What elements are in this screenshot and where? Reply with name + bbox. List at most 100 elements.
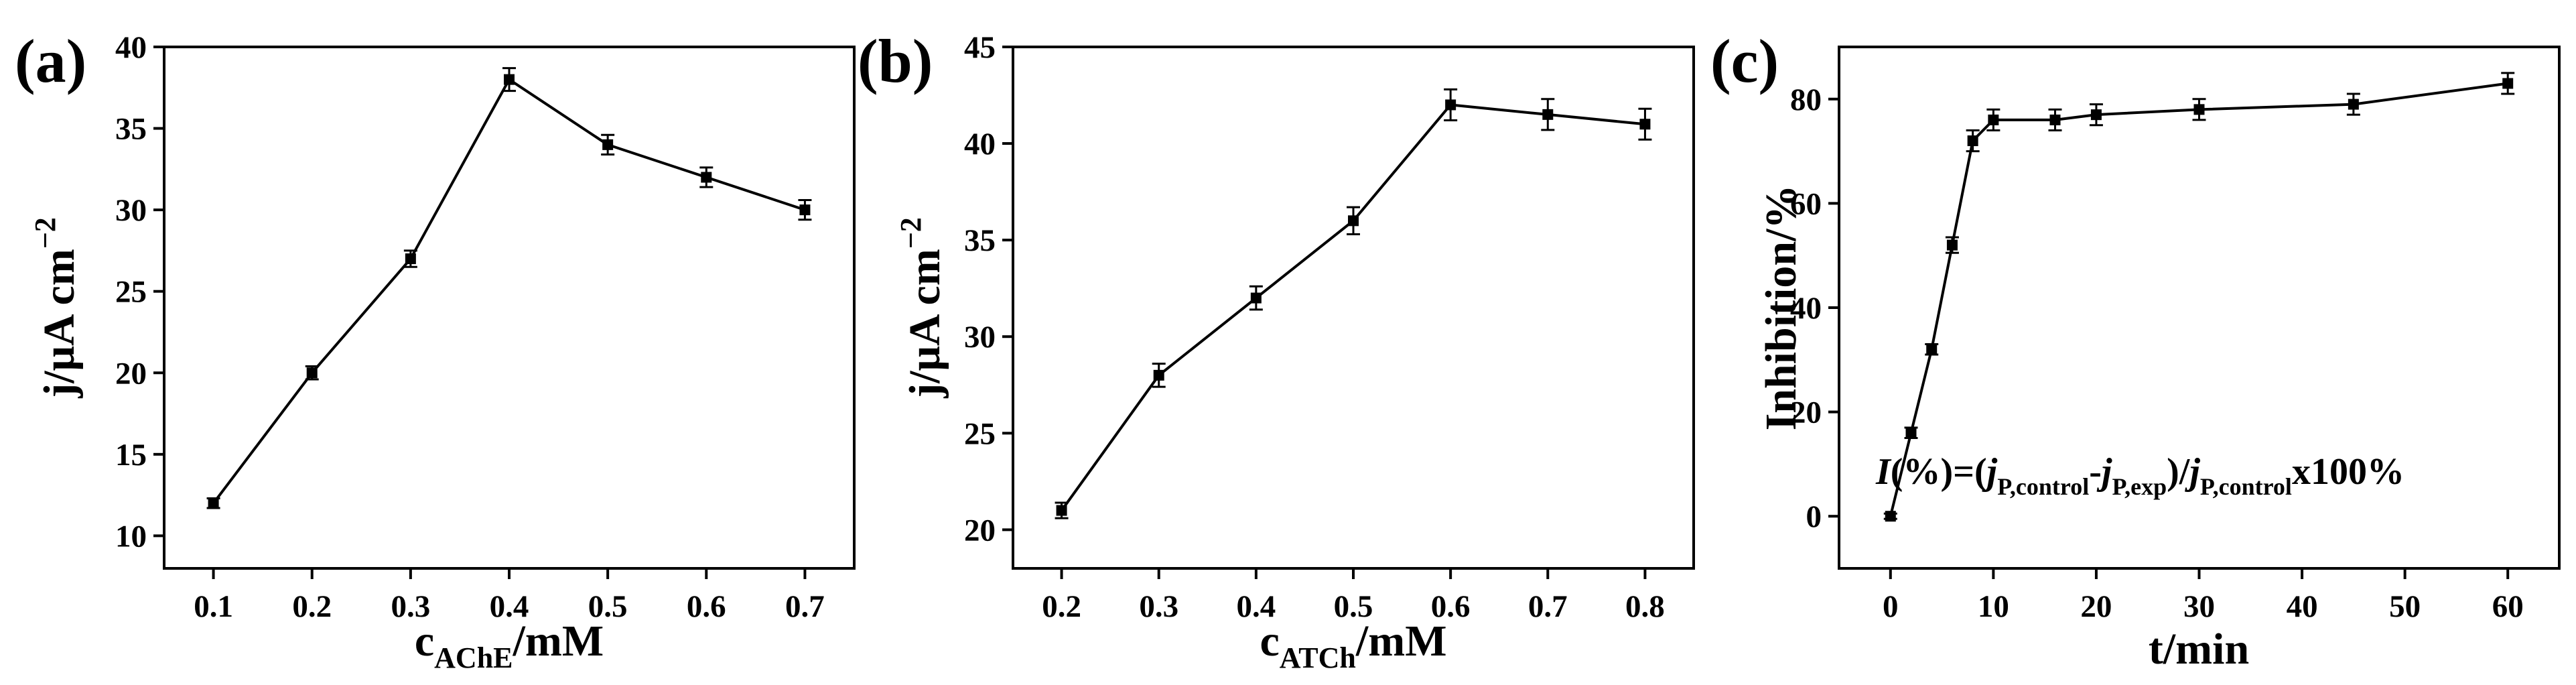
data-point: [2193, 104, 2205, 115]
x-tick-label: 0.7: [1528, 589, 1568, 624]
x-tick-label: 0: [1883, 589, 1899, 624]
y-tick-label: 35: [115, 112, 147, 147]
x-tick-label: 10: [1978, 589, 2009, 624]
x-tick-label: 30: [2183, 589, 2215, 624]
x-tick-label: 0.4: [490, 589, 529, 624]
data-point: [405, 253, 416, 265]
data-point: [2049, 114, 2061, 125]
data-point: [1639, 119, 1651, 130]
y-axis-label-superscript: −2: [894, 217, 927, 249]
y-tick-label: 35: [964, 223, 996, 258]
x-tick-label: 0.6: [687, 589, 726, 624]
y-tick-label: 20: [1790, 395, 1822, 430]
y-axis-label-text: j/μA cm: [900, 249, 949, 399]
data-point: [1056, 505, 1067, 516]
data-point: [1542, 109, 1554, 120]
data-point: [1967, 135, 1978, 147]
data-point: [1926, 344, 1938, 355]
data-point: [1946, 239, 1958, 251]
y-axis-label: j/μA cm−2: [29, 217, 84, 399]
formula-part: )/: [2167, 451, 2191, 493]
formula-part: (%)=(: [1891, 451, 1987, 493]
series-line: [1060, 103, 1645, 511]
formula-part: P,control: [2200, 473, 2292, 500]
y-axis-label: j/μA cm−2: [894, 217, 949, 399]
y-tick-label: 20: [115, 356, 147, 391]
x-axis-label-subscript: ATCh: [1280, 641, 1356, 674]
x-axis-label-text: t/min: [2149, 625, 2249, 674]
formula-part: I: [1875, 451, 1892, 493]
y-tick-label: 80: [1790, 82, 1822, 117]
y-tick-label: 30: [115, 193, 147, 228]
data-point: [306, 367, 318, 379]
y-tick-label: 45: [964, 30, 996, 65]
data-point: [1348, 215, 1359, 227]
panel-label: (b): [858, 27, 933, 95]
x-axis-label: cATCh/mM: [1260, 617, 1446, 674]
plot-frame: [163, 46, 856, 570]
panel-label: (c): [1710, 27, 1779, 95]
y-tick-label: 25: [115, 275, 147, 310]
y-axis-label: Inhibition/%: [1757, 185, 1806, 431]
y-tick-label: 30: [964, 320, 996, 355]
x-tick-label: 50: [2389, 589, 2421, 624]
x-axis-label: t/min: [2149, 625, 2249, 674]
x-tick-label: 0.4: [1236, 589, 1276, 624]
y-axis-label-text: Inhibition/%: [1757, 185, 1806, 431]
data-point: [799, 204, 811, 216]
data-point: [1885, 511, 1896, 522]
data-point: [602, 139, 614, 150]
chart-panel-3: 0 10 20 30 40 50 60 0 20 40 60 80 (c) Inhibition/% t/m…: [1710, 27, 2561, 674]
x-tick-label: 0.7: [785, 589, 825, 624]
data-point: [701, 172, 712, 183]
data-point: [1905, 427, 1917, 438]
data-point: [2502, 78, 2514, 89]
plot-frame: [1012, 46, 1695, 570]
data-point: [2348, 99, 2359, 110]
x-tick-label: 60: [2492, 589, 2524, 624]
formula-part: P,exp: [2112, 473, 2167, 500]
x-tick-label: 0.2: [292, 589, 332, 624]
x-axis-label: cAChE/mM: [415, 617, 604, 674]
x-tick-label: 0.5: [588, 589, 628, 624]
x-axis-label-main: c: [415, 617, 434, 666]
y-tick-label: 40: [1790, 291, 1822, 326]
y-tick-label: 15: [115, 438, 147, 473]
data-point: [504, 74, 515, 85]
series-line: [212, 78, 806, 505]
x-tick-label: 20: [2080, 589, 2112, 624]
x-tick-label: 0.5: [1334, 589, 1373, 624]
y-axis-label-superscript: −2: [29, 217, 62, 249]
data-point: [1988, 114, 1999, 125]
x-tick-label: 0.3: [1139, 589, 1178, 624]
y-tick-label: 0: [1806, 499, 1822, 534]
x-tick-label: 0.8: [1625, 589, 1665, 624]
formula-part: x100%: [2292, 451, 2404, 493]
formula-part: P,control: [1997, 473, 2089, 500]
data-point: [1445, 99, 1456, 111]
x-tick-label: 0.3: [391, 589, 430, 624]
data-point: [1153, 369, 1164, 381]
y-tick-label: 60: [1790, 186, 1822, 221]
chart-panel-2: 0.2 0.3 0.4 0.5 0.6 0.7 0.8 20 25 30 35 40 45 (b) j/μA…: [858, 27, 1695, 674]
chart-panel-1: 0.1 0.2 0.3 0.4 0.5 0.6 0.7 10 15 20 25 30 35 40 (a) j/…: [15, 27, 856, 674]
x-tick-label: 0.2: [1042, 589, 1081, 624]
x-axis-label-main: c: [1260, 617, 1279, 666]
x-axis-label-unit: /mM: [513, 617, 604, 666]
x-axis-label-subscript: AChE: [434, 641, 513, 674]
panel-label: (a): [15, 27, 86, 95]
data-point: [1250, 292, 1262, 304]
x-tick-label: 40: [2287, 589, 2318, 624]
y-axis-label-text: j/μA cm: [35, 249, 84, 399]
data-point: [208, 497, 219, 509]
x-tick-label: 0.1: [194, 589, 233, 624]
formula-annotation: I(%)=(jP,control-jP,exp)/jP,controlx100%: [1875, 451, 2404, 500]
y-tick-label: 10: [115, 519, 147, 554]
y-tick-label: 20: [964, 513, 996, 548]
data-point: [2090, 109, 2102, 121]
formula-part: -: [2089, 451, 2102, 493]
y-tick-label: 40: [964, 127, 996, 162]
x-tick-label: 0.6: [1431, 589, 1471, 624]
y-tick-label: 40: [115, 30, 147, 65]
